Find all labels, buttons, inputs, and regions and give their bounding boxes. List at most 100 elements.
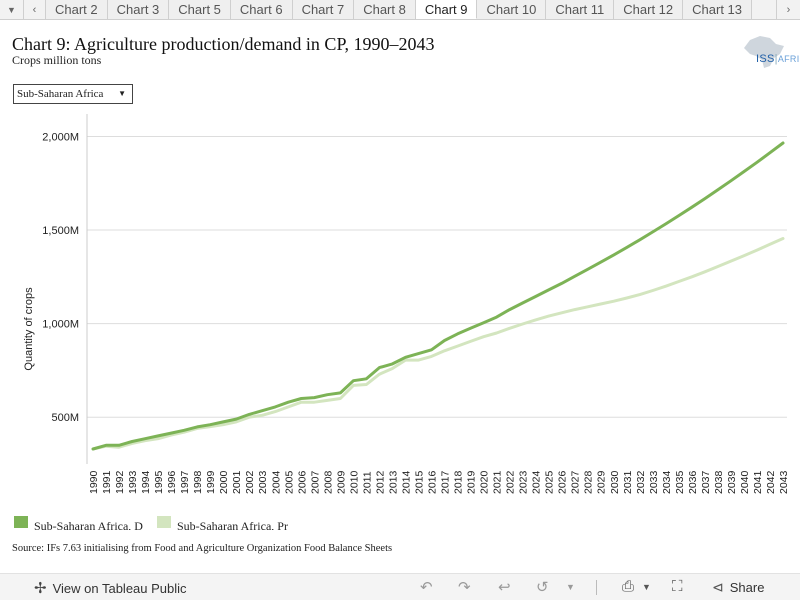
tab-strip: ▼ ‹ Chart 2 Chart 3 Chart 5 Chart 6 Char… (0, 0, 800, 20)
x-tick-label: 2037 (700, 470, 712, 494)
tab-chart-13[interactable]: Chart 13 (683, 0, 753, 19)
x-tick-label: 2014 (400, 470, 412, 494)
x-tick-label: 2000 (218, 470, 230, 494)
caret-down-icon: ▼ (118, 89, 126, 98)
x-tick-label: 2019 (466, 470, 478, 494)
x-tick-label: 1990 (88, 470, 100, 494)
y-axis-ticks: 500M 1,000M 1,500M 2,000M (42, 131, 79, 424)
x-axis-ticks: 1990 1991 1992 1993 1994 1995 1996 1997 1998 1999… (88, 470, 790, 494)
x-tick-label: 2031 (622, 470, 634, 494)
tab-chart-11[interactable]: Chart 11 (546, 0, 615, 19)
caret-down-icon[interactable]: ▼ (0, 0, 24, 19)
iss-logo: ISS|AFRICA (756, 53, 800, 65)
x-tick-label: 2012 (374, 470, 386, 494)
x-tick-label: 2025 (544, 470, 556, 494)
view-on-tableau-public-label: View on Tableau Public (52, 580, 187, 596)
x-tick-label: 2026 (557, 470, 569, 494)
tab-chart-12[interactable]: Chart 12 (614, 0, 684, 19)
legend-swatch-demand (14, 516, 28, 528)
tab-chart-10[interactable]: Chart 10 (477, 0, 547, 19)
chart-legend: Sub-Saharan Africa, D Sub-Saharan Africa… (14, 514, 302, 530)
x-tick-label: 1994 (140, 470, 152, 494)
x-tick-label: 2002 (244, 470, 256, 494)
x-tick-label: 2024 (531, 470, 543, 494)
share-button[interactable]: ⊲ Share (712, 579, 764, 596)
region-filter-value: Sub-Saharan Africa (17, 88, 104, 100)
africa-map-icon (744, 36, 784, 68)
download-icon[interactable]: ⎙ (622, 578, 635, 595)
series-line-demand (91, 141, 785, 451)
share-icon: ⊲ (712, 579, 724, 595)
x-tick-label: 2040 (739, 470, 751, 494)
legend-label-production: Sub-Saharan Africa, Pr (176, 519, 288, 530)
tab-chart-5[interactable]: Chart 5 (169, 0, 231, 19)
x-tick-label: 2017 (440, 470, 452, 494)
series-line-production (91, 237, 785, 451)
undo-icon[interactable]: ↶ (420, 579, 433, 596)
x-tick-label: 1999 (205, 470, 217, 494)
x-tick-label: 2043 (778, 470, 790, 494)
tab-chart-3[interactable]: Chart 3 (107, 0, 170, 19)
page-title: Chart 9: Agriculture production/demand i… (12, 34, 435, 54)
refresh-icon[interactable]: ↺ (536, 579, 549, 596)
legend-item-demand[interactable]: Sub-Saharan Africa, D (14, 514, 143, 530)
x-tick-label: 2011 (361, 471, 373, 494)
grid-lines (87, 135, 787, 418)
y-tick-label: 1,500M (42, 225, 79, 237)
x-tick-label: 2038 (713, 470, 725, 494)
caret-down-icon[interactable]: ▼ (642, 582, 651, 592)
legend-label-demand: Sub-Saharan Africa, D (34, 519, 143, 530)
x-tick-label: 2033 (648, 470, 660, 494)
tab-chart-8[interactable]: Chart 8 (354, 0, 416, 19)
x-tick-label: 2010 (348, 470, 360, 494)
x-tick-label: 1998 (192, 470, 204, 494)
share-label: Share (729, 580, 765, 595)
toolbar-divider (596, 580, 597, 595)
x-tick-label: 1997 (179, 470, 191, 494)
y-tick-label: 1,000M (42, 319, 79, 331)
x-tick-label: 2021 (492, 470, 504, 494)
x-tick-label: 2016 (426, 470, 438, 494)
fullscreen-icon[interactable]: ⛶ (672, 578, 683, 595)
x-tick-label: 2008 (322, 470, 334, 494)
y-tick-label: 500M (51, 412, 79, 424)
x-tick-label: 1991 (101, 470, 113, 494)
x-tick-label: 2023 (518, 470, 530, 494)
page-subtitle: Crops million tons (12, 53, 102, 67)
caret-down-icon[interactable]: ▼ (566, 582, 575, 592)
x-tick-label: 2022 (505, 470, 517, 494)
tab-chart-7[interactable]: Chart 7 (292, 0, 355, 19)
revert-icon[interactable]: ↩ (498, 579, 511, 596)
x-tick-label: 1996 (166, 470, 178, 494)
y-tick-label: 2,000M (42, 131, 79, 143)
x-tick-label: 1995 (153, 470, 165, 494)
chevron-left-icon[interactable]: ‹ (24, 0, 46, 19)
x-tick-label: 2041 (752, 470, 764, 494)
x-tick-label: 2035 (674, 470, 686, 494)
view-on-tableau-public-link[interactable]: ✢ View on Tableau Public (34, 579, 187, 597)
x-tick-label: 2005 (283, 470, 295, 494)
tableau-toolbar: ✢ View on Tableau Public ↶ ↷ ↩ ↺ ▼ ⎙ ▼ ⛶… (0, 573, 800, 600)
tab-chart-2[interactable]: Chart 2 (46, 0, 108, 19)
chevron-right-icon[interactable]: › (776, 0, 800, 19)
x-tick-label: 2007 (309, 470, 321, 494)
redo-icon[interactable]: ↷ (458, 579, 471, 596)
tab-chart-9[interactable]: Chart 9 (415, 0, 478, 19)
tab-chart-6[interactable]: Chart 6 (230, 0, 293, 19)
source-note: Source: IFs 7.63 initialising from Food … (12, 543, 393, 554)
x-tick-label: 2001 (231, 470, 243, 494)
legend-item-production[interactable]: Sub-Saharan Africa, Pr (156, 514, 288, 530)
x-tick-label: 2036 (687, 470, 699, 494)
region-filter-dropdown[interactable]: Sub-Saharan Africa ▼ (13, 84, 133, 104)
x-tick-label: 1993 (127, 470, 139, 494)
x-tick-label: 2013 (387, 470, 399, 494)
x-tick-label: 2009 (335, 470, 347, 494)
series-lines (91, 141, 785, 451)
x-tick-label: 1992 (114, 470, 126, 494)
x-tick-label: 2018 (453, 470, 465, 494)
logo-suffix-text: AFRICA (777, 54, 800, 64)
x-tick-label: 2020 (479, 470, 491, 494)
y-axis-title: Quantity of crops (23, 287, 35, 371)
x-tick-label: 2032 (635, 470, 647, 494)
